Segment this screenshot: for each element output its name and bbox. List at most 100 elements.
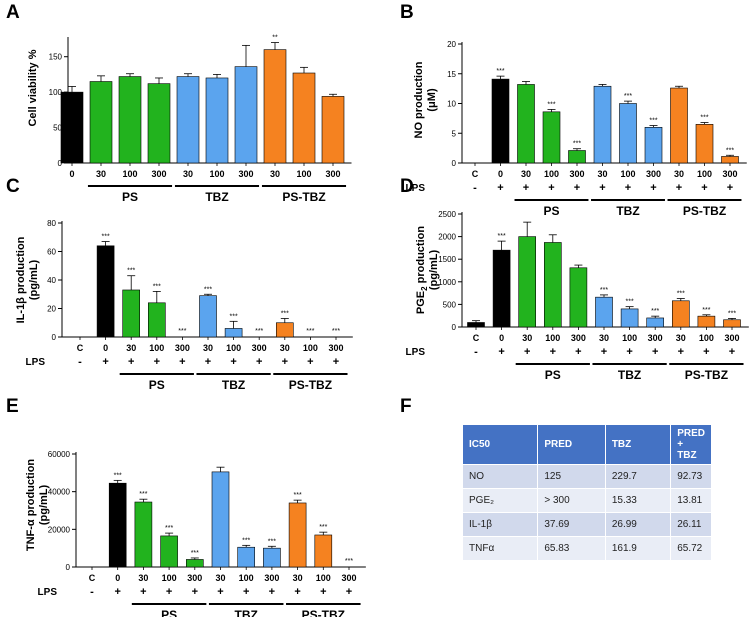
category-label: 30 [183,169,193,179]
panel-label-c: C [6,176,20,197]
significance-marker: *** [114,472,122,479]
significance-marker: *** [139,491,147,498]
lps-sign: + [601,346,607,358]
bar [108,482,127,568]
significance-marker: *** [255,328,263,335]
bar [491,78,510,164]
category-label: 300 [238,169,253,179]
bar [147,83,171,164]
lps-sign: + [676,182,682,194]
y-tick-label: 20 [47,305,56,314]
y-axis-label-line: (pg/mL) [428,250,440,291]
bar [160,535,178,568]
bar [518,236,537,328]
category-label: 300 [264,573,279,583]
y-axis-label-rest: production [415,226,427,287]
y-axis-label-line: IL-1β production [15,236,27,323]
group-label: TBZ [222,378,245,392]
significance-marker: *** [700,115,708,122]
category-label: 30 [280,343,290,353]
lps-sign: + [346,586,352,598]
y-axis-label-line: Cell viability % [27,49,39,126]
significance-marker: *** [677,291,685,298]
bar [644,127,663,164]
category-label: 30 [270,169,280,179]
lps-sign: + [498,346,504,358]
category-label: 100 [149,343,164,353]
y-tick-label: 1000 [438,278,456,287]
bar [492,249,511,328]
ic50-row: IL-1β 37.69 26.99 26.11 [461,512,712,537]
bar [569,267,588,328]
ic50-cell: 161.9 [604,536,672,561]
lps-sign: + [523,182,529,194]
y-axis-label: NO production(μM) [413,61,438,138]
lps-label: LPS [406,347,426,358]
y-tick-label: 150 [49,53,63,62]
ic50-header-row: IC50 PRED TBZ PRED + TBZ [461,424,712,465]
bar [695,124,714,164]
significance-marker: *** [242,537,250,544]
bar [723,319,741,328]
lps-sign: + [333,356,339,368]
significance-marker: *** [496,68,504,75]
ic50-row: NO 125 229.7 92.73 [461,464,712,489]
category-label: 30 [521,169,531,179]
bar [118,76,142,164]
lps-sign: + [575,346,581,358]
y-tick-label: 100 [49,88,63,97]
category-label: 100 [699,333,714,343]
category-label: 100 [296,169,311,179]
category-label: 100 [162,573,177,583]
significance-marker: *** [332,328,340,335]
ic50-cell: > 300 [537,488,606,513]
category-label: C [473,333,480,343]
bar [199,295,217,338]
bar [148,302,166,338]
category-label: 100 [303,343,318,353]
panel-label-b: B [400,2,414,23]
group-label: TBZ [205,190,228,204]
group-label: PS-TBZ [289,378,332,392]
bar [211,471,230,568]
lps-sign: + [599,182,605,194]
lps-sign: + [701,182,707,194]
category-label: 30 [126,343,136,353]
significance-marker: *** [498,233,506,240]
panel-label-d: D [400,176,414,197]
bar [237,546,255,568]
y-axis-label: IL-1β production(pg/mL) [15,236,40,323]
y-axis-label-line: PGE2 production [415,226,429,314]
y-axis-label: PGE2 production(pg/mL) [415,226,440,314]
lps-sign: + [102,356,108,368]
lps-sign: + [154,356,160,368]
bar [288,502,307,568]
lps-sign: - [90,586,94,598]
category-label: 30 [293,573,303,583]
group-label: TBZ [616,204,639,218]
significance-marker: *** [204,286,212,293]
y-tick-label: 40 [47,276,56,285]
lps-sign: + [179,356,185,368]
lps-sign: - [474,346,478,358]
significance-marker: *** [547,101,555,108]
ic50-header-cell: IC50 [461,424,539,465]
category-label: 100 [622,333,637,343]
y-tick-label: 60000 [48,450,71,459]
significance-marker: *** [573,141,581,148]
bar [542,111,561,164]
category-label: 100 [697,169,712,179]
ic50-table: IC50 PRED TBZ PRED + TBZ NO 125 229.7 92… [461,424,712,561]
lps-label: LPS [26,357,46,368]
y-tick-label: 1500 [438,255,456,264]
ic50-cell: 92.73 [670,464,712,489]
y-tick-label: 0 [66,563,71,572]
group-label: PS-TBZ [302,608,345,617]
lps-sign: + [205,356,211,368]
lps-sign: + [282,356,288,368]
category-label: 300 [569,169,584,179]
category-label: 100 [544,169,559,179]
y-axis-label-line: (μM) [426,88,438,112]
lps-sign: + [626,346,632,358]
ic50-cell: 15.33 [604,488,672,513]
